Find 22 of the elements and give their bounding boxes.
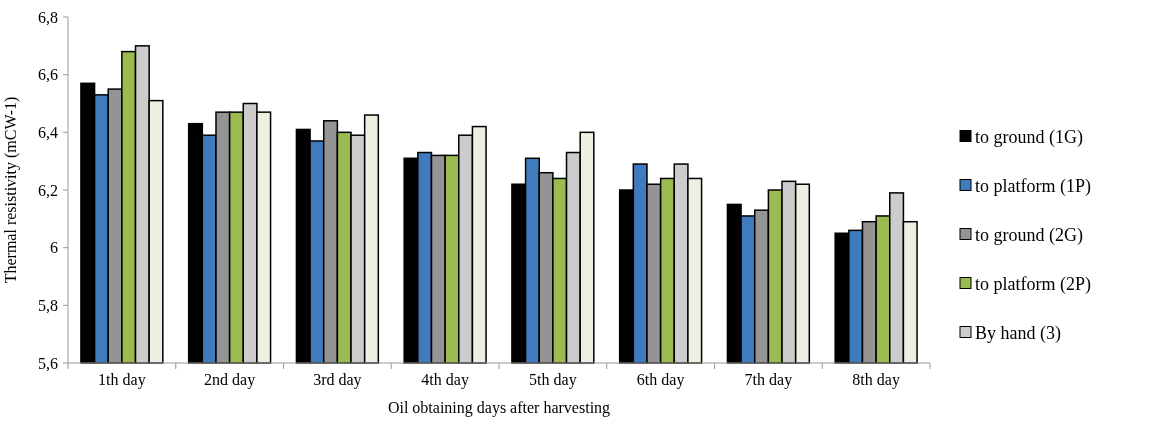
x-tick-label: 4th day bbox=[421, 371, 469, 389]
x-tick-label: 1th day bbox=[98, 371, 146, 389]
y-axis-title: Thermal resistivity (mCW-1) bbox=[2, 96, 20, 284]
x-axis-title: Oil obtaining days after harvesting bbox=[387, 399, 611, 417]
y-tick-label: 6 bbox=[50, 239, 58, 257]
legend-label: to ground (1G) bbox=[975, 126, 1083, 148]
x-tick-label: 6th day bbox=[636, 371, 685, 389]
legend-label: to platform (1P) bbox=[975, 175, 1091, 197]
x-tick-label: 5th day bbox=[529, 371, 577, 389]
y-tick-label: 6,2 bbox=[38, 181, 58, 199]
y-tick-label: 5,6 bbox=[38, 354, 58, 372]
y-tick-label: 6,8 bbox=[38, 8, 58, 26]
legend-label: to ground (2G) bbox=[975, 224, 1083, 246]
y-tick-label: 6,6 bbox=[38, 66, 58, 84]
x-tick-label: 8th day bbox=[852, 371, 900, 389]
legend-label: By hand (3) bbox=[975, 322, 1061, 344]
x-tick-label: 3rd day bbox=[313, 371, 362, 389]
x-tick-label: 2nd day bbox=[204, 371, 256, 389]
x-tick-label: 7th day bbox=[744, 371, 793, 389]
y-tick-label: 5,8 bbox=[38, 296, 58, 314]
y-tick-label: 6,4 bbox=[38, 123, 58, 141]
legend-label: to platform (2P) bbox=[975, 273, 1091, 295]
